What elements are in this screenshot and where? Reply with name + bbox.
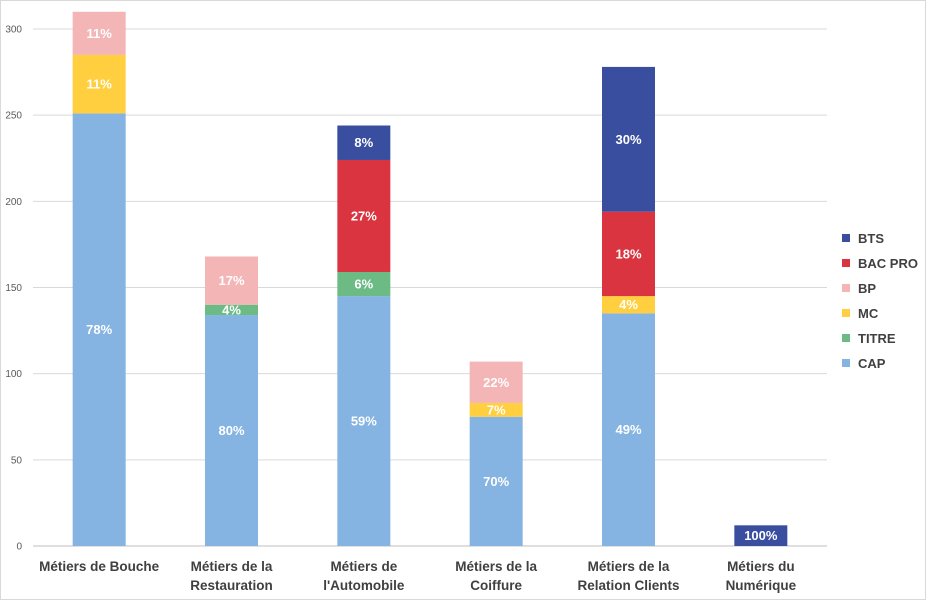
data-label: 11% bbox=[87, 77, 113, 92]
bar-segment-bts bbox=[337, 125, 391, 160]
legend-swatch bbox=[842, 334, 850, 342]
bar-segment-cap bbox=[72, 113, 126, 547]
y-tick-label: 100 bbox=[5, 369, 22, 380]
data-label: 7% bbox=[487, 402, 506, 417]
data-label: 4% bbox=[222, 302, 241, 317]
legend-label: BTS bbox=[858, 231, 884, 246]
bars: 78% 11% 11% 80% 4% 17% 59% 6% 27% 8% 70% 7% 22% 49% 4%… bbox=[72, 11, 788, 547]
x-tick-label: Métiers de bbox=[330, 559, 397, 574]
x-tick-label: Métiers de Bouche bbox=[39, 559, 160, 574]
bar-segment-cap bbox=[469, 416, 523, 546]
data-label: 80% bbox=[218, 423, 244, 438]
bar-segment-bts bbox=[734, 525, 788, 546]
y-tick-label: 250 bbox=[5, 111, 22, 122]
gridlines bbox=[33, 28, 827, 547]
data-label: 11% bbox=[87, 26, 113, 41]
legend-label: MC bbox=[858, 306, 879, 321]
bar-segment-bac-pro bbox=[602, 211, 655, 297]
legend-label: TITRE bbox=[858, 331, 896, 346]
legend-swatch bbox=[842, 359, 850, 367]
data-label: 49% bbox=[615, 422, 641, 437]
data-label: 30% bbox=[615, 132, 641, 147]
bar-segment-bp bbox=[72, 11, 126, 55]
data-label: 27% bbox=[351, 208, 377, 223]
bar-segment-titre bbox=[337, 271, 391, 297]
x-tick-label: Restauration bbox=[190, 578, 273, 593]
x-axis: Métiers de Bouche Métiers de la Restaurati… bbox=[39, 559, 796, 593]
legend-swatch bbox=[842, 309, 850, 317]
y-tick-label: 0 bbox=[16, 542, 22, 553]
bar-segment-titre bbox=[205, 304, 258, 316]
bar-segment-bac-pro bbox=[337, 159, 391, 272]
x-tick-label: Métiers de la bbox=[455, 559, 537, 574]
data-label: 59% bbox=[351, 414, 377, 429]
y-axis: 0 50 100 150 200 250 300 bbox=[5, 25, 22, 553]
legend: BTS BAC PRO BP MC TITRE CAP bbox=[842, 231, 918, 371]
data-label: 70% bbox=[483, 474, 509, 489]
data-label: 18% bbox=[615, 246, 641, 261]
y-tick-label: 300 bbox=[5, 25, 22, 36]
data-label: 8% bbox=[354, 135, 373, 150]
bar-segment-cap bbox=[602, 313, 655, 546]
bar-segment-bp bbox=[469, 361, 523, 403]
legend-label: BP bbox=[858, 281, 876, 296]
legend-swatch bbox=[842, 234, 850, 242]
y-tick-label: 50 bbox=[11, 455, 23, 466]
legend-swatch bbox=[842, 259, 850, 267]
bar-segment-cap bbox=[337, 296, 391, 546]
x-tick-label: Métiers de la bbox=[191, 559, 273, 574]
legend-label: CAP bbox=[858, 356, 886, 371]
data-label: 6% bbox=[354, 277, 373, 292]
y-tick-label: 200 bbox=[5, 197, 22, 208]
legend-swatch bbox=[842, 284, 850, 292]
x-tick-label: Numérique bbox=[726, 578, 797, 593]
bar-segment-mc bbox=[72, 54, 126, 114]
y-tick-label: 150 bbox=[5, 283, 22, 294]
bar-segment-bp bbox=[205, 256, 258, 305]
bar-segment-mc bbox=[469, 402, 523, 417]
bar-segment-cap bbox=[205, 315, 258, 546]
x-tick-label: Métiers du bbox=[727, 559, 795, 574]
x-tick-label: Métiers de la bbox=[588, 559, 670, 574]
legend-label: BAC PRO bbox=[858, 256, 918, 271]
data-label: 100% bbox=[744, 528, 778, 543]
x-tick-label: Coiffure bbox=[470, 578, 522, 593]
data-label: 78% bbox=[86, 322, 112, 337]
bar-segment-mc bbox=[602, 296, 655, 314]
data-label: 4% bbox=[619, 297, 638, 312]
data-label: 17% bbox=[218, 273, 244, 288]
x-tick-label: Relation Clients bbox=[577, 578, 679, 593]
bar-segment-bts bbox=[602, 66, 655, 212]
x-tick-label: l'Automobile bbox=[323, 578, 405, 593]
data-label: 22% bbox=[483, 375, 509, 390]
